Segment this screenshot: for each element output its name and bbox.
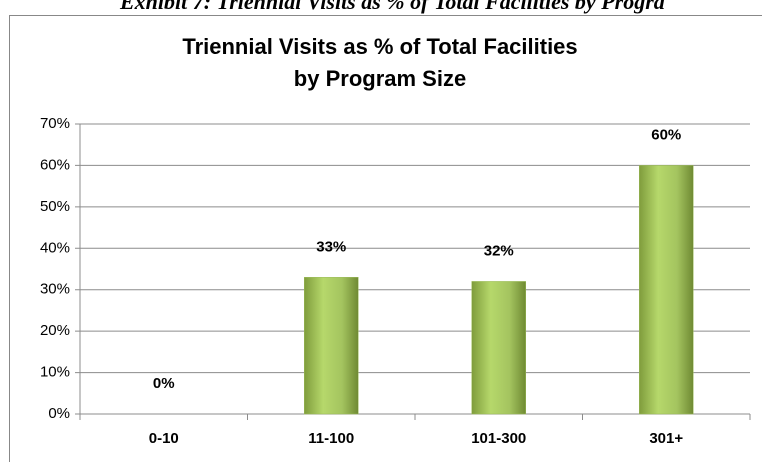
y-tick-label: 10% bbox=[40, 364, 70, 381]
bar bbox=[304, 277, 359, 415]
data-label: 32% bbox=[484, 242, 514, 259]
data-label: 60% bbox=[651, 126, 681, 143]
exhibit-header: Exhibit 7: Triennial Visits as % of Tota… bbox=[119, 0, 665, 14]
bar bbox=[471, 281, 526, 415]
y-tick-label: 20% bbox=[40, 322, 70, 339]
y-tick-label: 60% bbox=[40, 156, 70, 173]
chart-title: Triennial Visits as % of Total Facilitie… bbox=[182, 34, 577, 59]
x-tick-label: 11-100 bbox=[308, 430, 354, 447]
x-tick-label: 0-10 bbox=[149, 430, 179, 447]
y-tick-label: 70% bbox=[40, 115, 70, 132]
y-tick-label: 30% bbox=[40, 281, 70, 298]
chart-frame bbox=[9, 15, 762, 462]
y-tick-label: 40% bbox=[40, 239, 70, 256]
x-tick-label: 101-300 bbox=[471, 430, 526, 447]
y-tick-label: 0% bbox=[48, 405, 70, 422]
x-tick-label: 301+ bbox=[649, 430, 683, 447]
bar bbox=[639, 165, 694, 415]
y-tick-label: 50% bbox=[40, 198, 70, 215]
data-label: 0% bbox=[153, 375, 175, 392]
chart-title: by Program Size bbox=[294, 66, 466, 91]
data-label: 33% bbox=[316, 238, 346, 255]
